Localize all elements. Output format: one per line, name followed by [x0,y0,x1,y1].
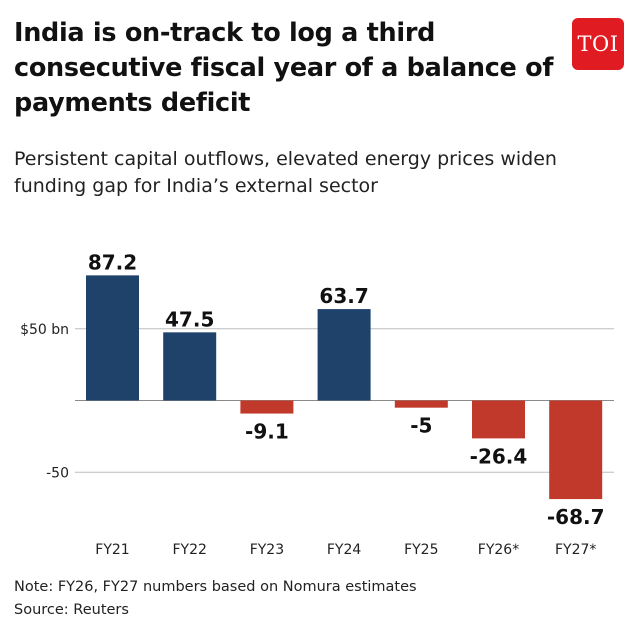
value-labels: 87.2 47.5 -9.1 63.7 -5 -26.4 -68.7 [88,250,605,529]
y-tick-label: -50 [46,465,69,481]
bar-fy22 [163,332,217,401]
x-tick-label: FY24 [327,542,362,558]
x-tick-label: FY26* [478,542,519,558]
value-label: -5 [410,414,432,438]
bar-fy24 [317,309,371,401]
axis-tick-labels: $50 bn -50 FY21 FY22 FY23 FY24 FY25 FY26* FY27* [20,322,596,558]
bar-chart: 87.2 47.5 -9.1 63.7 -5 -26.4 -68.7 $50 bn -50 FY… [20,250,614,558]
footnotes: Note: FY26, FY27 numbers based on Nomura… [14,576,614,622]
value-label: 47.5 [165,307,214,331]
value-label: -9.1 [245,420,289,444]
x-tick-label: FY23 [250,542,284,558]
note-text: Note: FY26, FY27 numbers based on Nomura… [14,579,417,595]
bar-fy27 [549,400,603,500]
bars [86,275,603,500]
x-tick-label: FY25 [404,542,438,558]
value-label: -26.4 [470,444,528,468]
chart-title: India is on-track to log a third consecu… [14,18,554,118]
x-tick-label: FY27* [555,542,596,558]
value-label: 87.2 [88,250,137,274]
toi-logo: TOI [572,18,624,70]
x-tick-label: FY22 [172,542,206,558]
bar-fy21 [86,275,139,401]
source-text: Source: Reuters [14,602,129,618]
bar-fy25 [394,400,448,408]
chart-subtitle: Persistent capital outflows, elevated en… [14,148,557,197]
value-label: 63.7 [319,284,368,308]
x-tick-label: FY21 [95,542,129,558]
bar-fy23 [240,400,294,414]
y-tick-label: $50 bn [20,322,69,338]
bar-fy26 [472,400,525,439]
value-label: -68.7 [547,505,605,529]
